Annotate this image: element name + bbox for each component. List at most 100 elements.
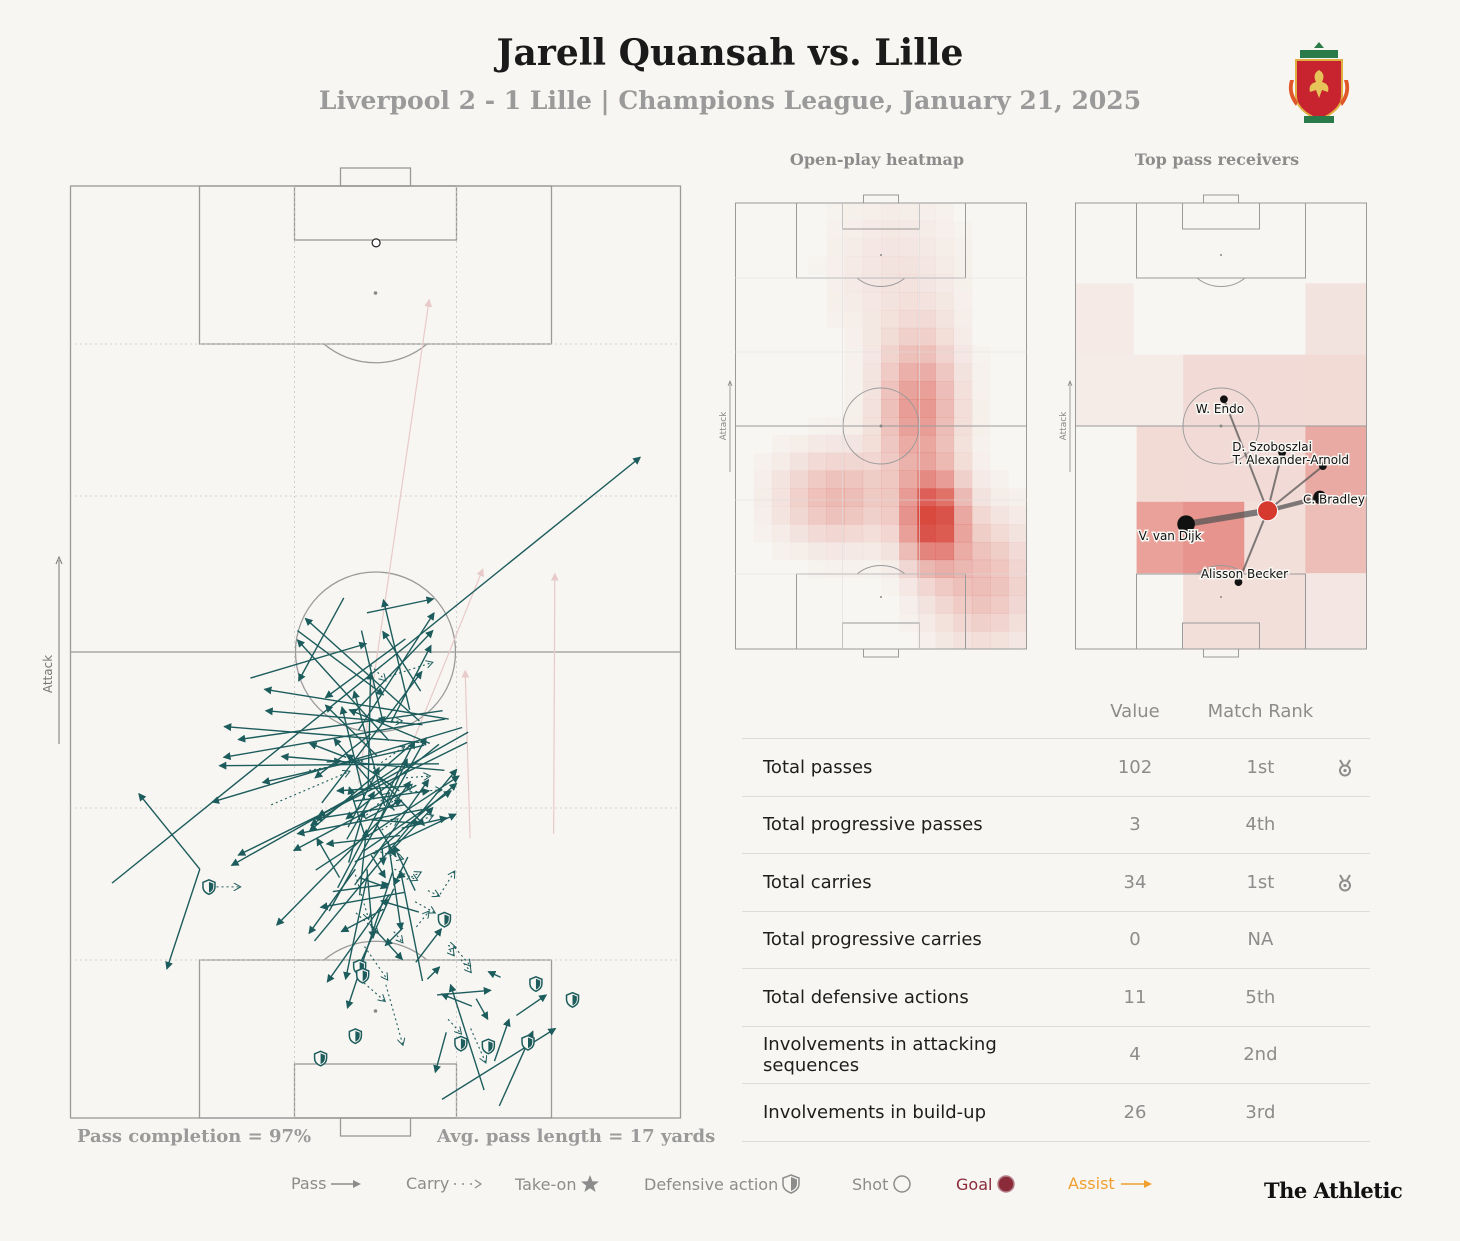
progressive-pass-arrow [461,669,471,839]
pass-arrow-icon [331,1179,362,1188]
receivers-title: Top pass receivers [1134,150,1300,169]
receiver-label: Alisson Becker [1201,567,1288,581]
six-yard-box-top [293,185,458,241]
pass-arrow [433,1032,447,1074]
heatmap-cell [935,452,955,471]
heatmap-cell [881,256,900,275]
stat-value: 4 [1069,1025,1201,1084]
heatmap-cell [862,488,882,507]
heatmap-cell [881,541,900,561]
heatmap-cell [990,577,1009,596]
carry-arrow [270,771,350,806]
heatmap-cell [935,381,955,400]
heatmap-cell [899,577,918,596]
heatmap-cell [1008,577,1027,596]
medal-icon [1339,759,1352,777]
legend-pass-label: Pass [291,1174,327,1193]
pass-arrow [357,612,435,731]
heatmap-cell [971,613,991,632]
attack-label: Attack [41,655,55,693]
carry-arrow [414,901,435,913]
heatmap-cell [936,221,954,239]
pass-arrow [354,787,431,802]
heatmap-cell [1008,595,1027,614]
pass-arrow [441,1027,557,1100]
pass-arrow [375,823,397,857]
receiver-link [1185,507,1269,528]
pass-arrow [354,813,457,863]
goal-bottom [339,1117,412,1137]
pass-arrow [358,829,370,896]
heatmap-cell [899,256,918,275]
heatmap-cell [990,559,1009,578]
carry-arrow [415,911,429,928]
heatmap-cell [881,310,900,329]
heatmap-cell [881,452,900,471]
heatmap-cell [935,327,955,347]
defensive-action-marker [313,1050,328,1067]
heatmap-cell [844,488,864,507]
heatmap-cell [862,256,882,275]
pass-arrow [296,808,423,837]
carry-arrow [454,947,471,966]
heatmap-cell [790,470,809,489]
stat-rank: 3rd [1200,1083,1321,1142]
heatmap-cell [917,524,936,543]
pass-arrow [298,597,345,682]
pass-arrow [437,986,492,996]
pass-arrow [378,848,387,866]
legend-shot: Shot [852,1174,912,1194]
pass-arrow [315,775,460,871]
heatmap-cell [935,595,955,614]
avg-pass-length-label: Avg. pass length = 17 yards [437,1126,716,1147]
star-icon [581,1175,600,1192]
heatmap-cell [899,345,918,364]
pass-arrow [355,629,434,712]
heatmap-cell [935,559,955,578]
penalty-arc-bottom [323,940,428,961]
heatmap-cell [826,434,845,454]
defensive-action-marker [202,879,216,896]
heatmap-cell [972,453,990,471]
heatmap-cell [954,274,972,292]
stat-label: Total carries [742,853,1070,911]
heatmap-cell [845,364,863,382]
pass-arrow [250,641,368,679]
penalty-box-top [198,185,553,345]
open-play-heatmap [735,194,1027,658]
medal-cell [1320,910,1370,969]
heatmap-cell [990,524,1009,543]
heatmap-cell [844,220,864,239]
pass-arrow [326,893,391,983]
heatmap-cell [917,363,936,382]
stat-label: Total progressive carries [742,910,1070,969]
pass-arrow [397,870,424,982]
heatmap-cell [954,221,972,239]
heatmap-cell [899,541,918,561]
heatmap-cell [917,577,936,596]
heatmap-cell [917,559,936,578]
liverpool-crest-logo [1288,42,1350,123]
receiver-node [1234,578,1243,586]
stat-value: 34 [1069,853,1201,911]
stat-value: 102 [1069,738,1201,796]
heatmap-cell [899,434,918,454]
stat-label: Involvements in attacking sequences [742,1025,1070,1084]
medal-cell [1320,1083,1370,1142]
heatmap-cell [862,363,882,382]
heatmap-cell [935,470,955,489]
heatmap-cell [953,363,973,382]
pass-arrow [393,844,416,891]
heatmap-cell [862,345,882,364]
stats-row: Involvements in attacking sequences 4 2nd [742,1025,1370,1084]
pass-arrow [381,598,411,710]
carry-arrow-icon [454,1179,483,1188]
heatmap-cell [862,203,882,222]
heatmap-cell [754,471,772,489]
heatmap-cell [971,506,991,525]
heatmap-cell [844,541,864,561]
pass-arrow [364,799,403,820]
heatmap-cell [899,559,918,578]
heatmap-cell [917,506,936,525]
receiver-node [1318,462,1327,471]
